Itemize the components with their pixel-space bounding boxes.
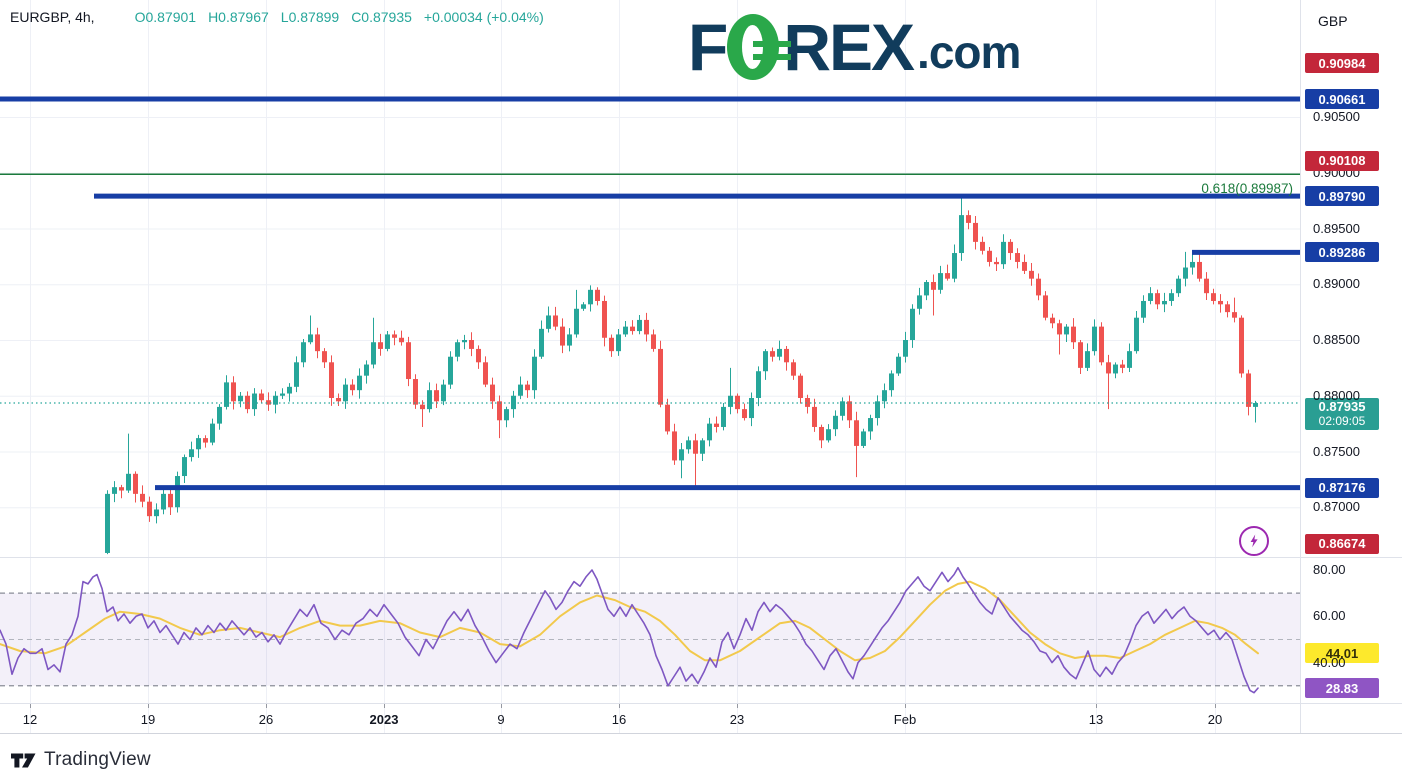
price-axis-tick: 0.90500 — [1313, 109, 1360, 124]
forex-logo-rex: REX — [783, 10, 915, 84]
price-axis-tick: 0.89500 — [1313, 220, 1360, 236]
tradingview-logo-icon — [11, 753, 36, 768]
price-axis-tick: 0.89000 — [1313, 276, 1360, 292]
x-axis-label[interactable]: 16 — [611, 712, 627, 727]
x-axis-label[interactable]: 13 — [1088, 712, 1104, 727]
price-level-badge[interactable]: 0.90108 — [1305, 150, 1379, 171]
price-axis-tick: 0.87500 — [1313, 443, 1360, 459]
ohlc-high-value: H0.87967 — [208, 9, 269, 25]
x-axis-label[interactable]: 23 — [729, 712, 745, 727]
rsi-axis-tick: 40.00 — [1313, 654, 1346, 670]
lightning-icon[interactable] — [1239, 526, 1269, 556]
symbol-header: EURGBP, 4h, O0.87901 H0.87967 L0.87899 C… — [10, 9, 544, 25]
x-axis-label[interactable]: 20 — [1207, 712, 1223, 727]
x-axis-label[interactable]: 19 — [140, 712, 156, 727]
x-axis-label[interactable]: 2023 — [369, 712, 399, 727]
candle-countdown: 02:09:05 — [1318, 413, 1366, 428]
forex-logo-f: F — [688, 10, 728, 84]
ohlc-open-value: O0.87901 — [134, 9, 197, 25]
rsi-ma-badge: 44.01 — [1305, 643, 1379, 664]
forex-logo-dotcom: .com — [917, 26, 1021, 78]
rsi-axis-tick: 60.00 — [1313, 608, 1346, 624]
symbol-title[interactable]: EURGBP, 4h, — [10, 9, 95, 25]
change-value: +0.00034 (+0.04%) — [423, 9, 544, 25]
lightning-bolt-glyph — [1250, 534, 1258, 548]
forex-logo-o-icon — [727, 14, 792, 80]
currency-label[interactable]: GBP — [1318, 13, 1348, 29]
x-axis-label[interactable]: 9 — [497, 712, 505, 727]
ohlc-close-value: C0.87935 — [351, 9, 412, 25]
tradingview-attribution[interactable]: TradingView — [10, 749, 151, 771]
x-axis-label[interactable]: Feb — [893, 712, 917, 727]
price-level-badge[interactable]: 0.90984 — [1305, 53, 1379, 74]
rsi-axis-tick: 80.00 — [1313, 562, 1346, 577]
price-level-badge[interactable]: 0.89286 — [1305, 242, 1379, 263]
fib-level-label[interactable]: 0.618(0.89987) — [1201, 181, 1293, 196]
tradingview-label: TradingView — [44, 749, 151, 770]
price-axis-tick: 0.88500 — [1313, 332, 1360, 347]
last-price-badge: 0.87935 02:09:05 — [1305, 397, 1379, 430]
last-price-value: 0.87935 — [1318, 398, 1366, 414]
price-level-badge[interactable]: 0.89790 — [1305, 186, 1379, 207]
price-axis-tick: 0.88000 — [1313, 387, 1360, 403]
price-level-badge[interactable]: 0.87176 — [1305, 477, 1379, 498]
rsi-value-badge: 28.83 — [1305, 678, 1379, 699]
forex-logo: F REX .com — [688, 10, 1021, 84]
x-axis-label[interactable]: 26 — [258, 712, 274, 727]
price-level-badge[interactable]: 0.90661 — [1305, 89, 1379, 110]
price-axis-tick: 0.87000 — [1313, 499, 1360, 515]
price-level-badge[interactable]: 0.86674 — [1305, 533, 1379, 554]
ohlc-low-value: L0.87899 — [280, 9, 340, 25]
x-axis-label[interactable]: 12 — [22, 712, 38, 727]
